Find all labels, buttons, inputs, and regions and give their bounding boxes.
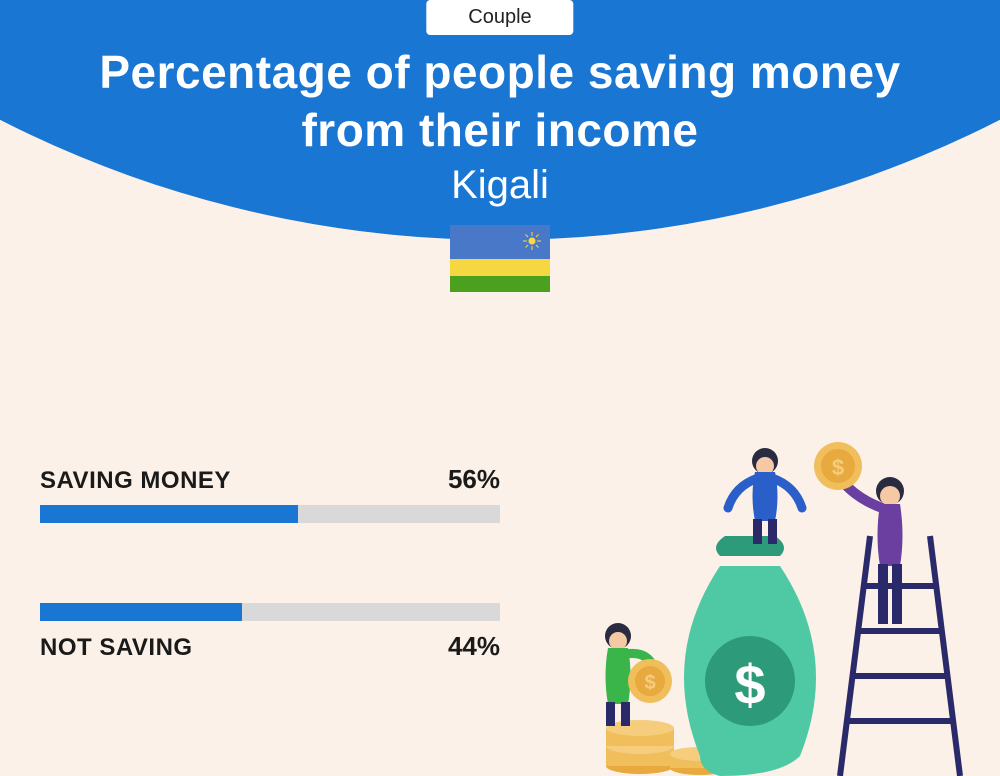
bar-saving: SAVING MONEY 56% xyxy=(40,464,500,523)
title-line-1: Percentage of people saving money xyxy=(99,46,900,98)
bar-label: SAVING MONEY xyxy=(40,467,231,495)
money-bag-icon: $ xyxy=(684,536,816,776)
svg-text:$: $ xyxy=(832,455,844,480)
bar-track xyxy=(40,603,500,621)
page-subtitle: Kigali xyxy=(0,163,1000,208)
flag-stripe-mid xyxy=(450,259,550,276)
bar-fill xyxy=(40,603,242,621)
svg-text:$: $ xyxy=(734,653,765,716)
flag-stripe-top xyxy=(450,225,550,259)
person-ladder-icon: $ xyxy=(814,442,904,624)
category-pill: Couple xyxy=(426,0,573,35)
page-title: Percentage of people saving money from t… xyxy=(0,44,1000,159)
person-coin-icon: $ xyxy=(605,623,672,726)
title-line-2: from their income xyxy=(301,104,698,156)
bar-header: SAVING MONEY 56% xyxy=(40,464,500,495)
bar-label: NOT SAVING xyxy=(40,634,193,662)
bar-not-saving: NOT SAVING 44% xyxy=(40,603,500,662)
svg-text:$: $ xyxy=(644,672,655,694)
bar-value: 56% xyxy=(448,464,500,495)
flag-sun-icon xyxy=(522,231,542,251)
bar-value: 44% xyxy=(448,631,500,662)
person-top-icon xyxy=(728,448,802,544)
bar-fill xyxy=(40,505,298,523)
bar-header: NOT SAVING 44% xyxy=(40,631,500,662)
bar-chart: SAVING MONEY 56% NOT SAVING 44% xyxy=(40,464,500,742)
category-label: Couple xyxy=(468,6,531,28)
flag-stripe-bot xyxy=(450,276,550,292)
title-block: Percentage of people saving money from t… xyxy=(0,44,1000,208)
savings-illustration: $ $ $ xyxy=(580,436,980,776)
flag-icon xyxy=(450,225,550,292)
bar-track xyxy=(40,505,500,523)
